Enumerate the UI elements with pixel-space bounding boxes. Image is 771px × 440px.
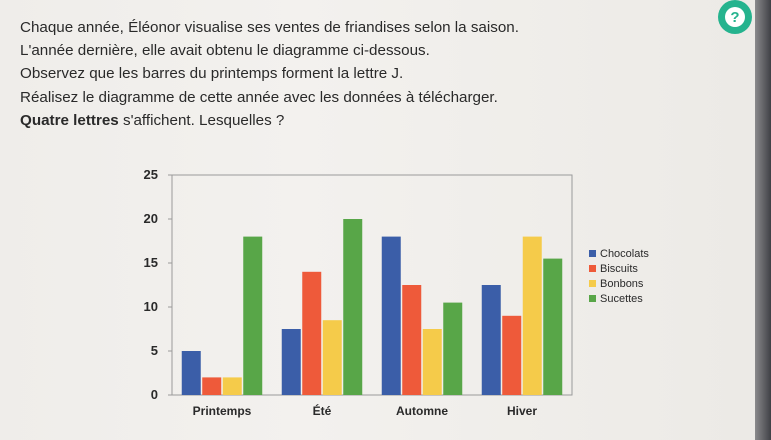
y-tick-label: 5 <box>151 343 158 358</box>
x-tick-label: Été <box>313 403 332 418</box>
y-tick-label: 20 <box>144 211 158 226</box>
bar-bonbons-3 <box>522 236 542 395</box>
bar-sucettes-3 <box>543 258 563 395</box>
bar-chocolats-1 <box>281 329 301 395</box>
x-tick-label: Hiver <box>507 404 537 418</box>
bar-biscuits-3 <box>502 315 522 395</box>
legend-swatch <box>589 280 596 287</box>
bar-bonbons-0 <box>222 377 242 395</box>
legend-swatch <box>589 295 596 302</box>
bar-chart: 0 5 10 15 20 25 Printemps Été Automne Hiver Chocol… <box>120 150 680 430</box>
y-tick-label: 15 <box>144 255 158 270</box>
y-tick-label: 25 <box>144 167 158 182</box>
legend-swatch <box>589 265 596 272</box>
legend-label: Chocolats <box>600 248 649 260</box>
help-button[interactable]: ? <box>718 0 752 34</box>
legend-label: Biscuits <box>600 263 638 275</box>
bar-bonbons-2 <box>422 329 442 395</box>
bar-sucettes-2 <box>443 302 463 395</box>
legend-label: Sucettes <box>600 293 643 305</box>
question-bold: Quatre lettres <box>20 111 119 129</box>
question-line: Quatre lettres s'affichent. Lesquelles ? <box>20 111 580 129</box>
bar-sucettes-1 <box>343 219 363 395</box>
plot-frame <box>171 174 573 396</box>
bar-chocolats-3 <box>481 285 501 395</box>
instruction-line-4: Réalisez le diagramme de cette année ave… <box>20 88 498 106</box>
bar-biscuits-1 <box>302 271 322 395</box>
bar-biscuits-0 <box>202 377 222 395</box>
x-tick-label: Automne <box>396 404 448 418</box>
instruction-line-1: Chaque année, Éléonor visualise ses vent… <box>20 19 519 36</box>
instruction-line-3: Observez que les barres du printemps for… <box>20 65 404 83</box>
bar-sucettes-0 <box>243 236 263 395</box>
chart-svg: 0 5 10 15 20 25 Printemps Été Automne Hiver Chocol… <box>144 167 650 418</box>
instruction-line-2: L'année dernière, elle avait obtenu le d… <box>20 42 430 60</box>
screen-edge <box>755 0 771 440</box>
legend-label: Bonbons <box>600 278 644 290</box>
y-tick-label: 0 <box>151 387 158 402</box>
bar-bonbons-1 <box>322 320 342 395</box>
bar-chocolats-0 <box>181 351 201 395</box>
instructions: Chaque année, Éléonor visualise ses vent… <box>20 20 580 136</box>
question-rest: s'affichent. Lesquelles ? <box>118 111 285 129</box>
bar-chocolats-2 <box>381 236 401 395</box>
question-icon: ? <box>725 7 745 27</box>
bar-biscuits-2 <box>402 285 422 395</box>
legend-swatch <box>589 250 596 257</box>
y-tick-label: 10 <box>144 299 158 314</box>
x-tick-label: Printemps <box>193 404 252 418</box>
worksheet-page: Chaque année, Éléonor visualise ses vent… <box>0 0 755 440</box>
